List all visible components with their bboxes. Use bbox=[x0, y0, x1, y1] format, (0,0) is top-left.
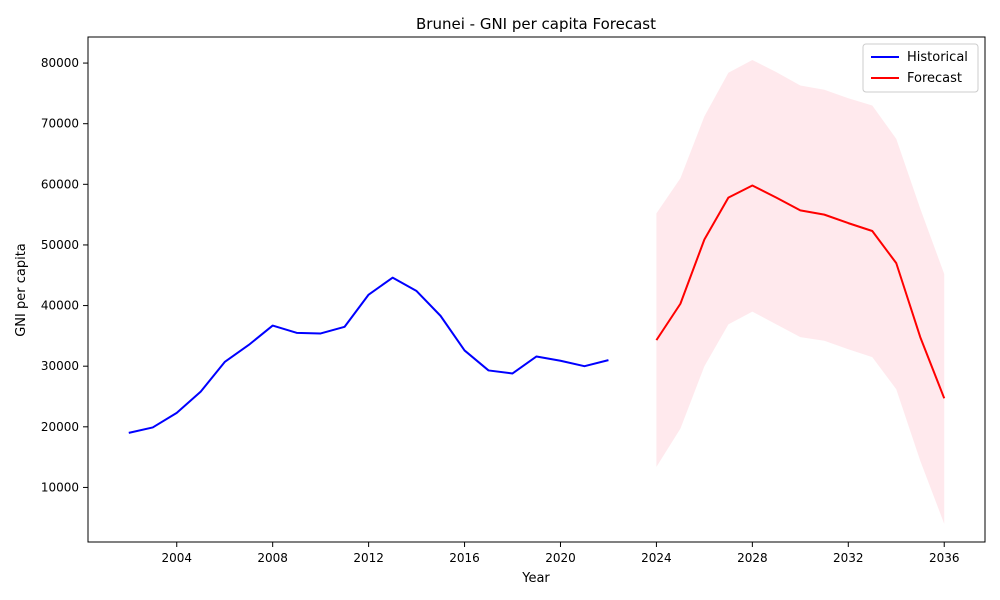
y-tick-label: 80000 bbox=[41, 56, 79, 70]
y-tick-label: 10000 bbox=[41, 480, 79, 494]
y-tick-label: 60000 bbox=[41, 177, 79, 191]
x-tick-label: 2032 bbox=[833, 551, 864, 565]
confidence-band bbox=[656, 60, 945, 524]
axes: 2004 2008 2012 2016 2020 2024 2028 2032 2036 1000… bbox=[41, 36, 986, 565]
y-tick-label: 30000 bbox=[41, 359, 79, 373]
legend: Historical Forecast bbox=[862, 43, 979, 93]
y-tick-label: 50000 bbox=[41, 238, 79, 252]
x-tick-label: 2020 bbox=[545, 551, 576, 565]
x-tick-label: 2028 bbox=[737, 551, 768, 565]
x-tick-label: 2016 bbox=[449, 551, 480, 565]
y-axis-label: GNI per capita bbox=[14, 243, 29, 337]
x-tick-label: 2008 bbox=[257, 551, 288, 565]
chart-title: Brunei - GNI per capita Forecast bbox=[416, 15, 656, 33]
plot-frame bbox=[87, 36, 986, 543]
x-axis-label: Year bbox=[521, 571, 550, 586]
legend-label-historical: Historical bbox=[907, 50, 968, 65]
series-line-forecast bbox=[655, 184, 946, 399]
legend-label-forecast: Forecast bbox=[907, 71, 962, 86]
x-tick-label: 2004 bbox=[161, 551, 192, 565]
y-tick-label: 20000 bbox=[41, 420, 79, 434]
series-line-historical bbox=[128, 276, 609, 434]
y-tick-label: 70000 bbox=[41, 117, 79, 131]
x-tick-label: 2024 bbox=[641, 551, 672, 565]
x-tick-label: 2036 bbox=[929, 551, 960, 565]
plot-area bbox=[128, 60, 946, 524]
y-tick-label: 40000 bbox=[41, 299, 79, 313]
x-tick-label: 2012 bbox=[353, 551, 384, 565]
